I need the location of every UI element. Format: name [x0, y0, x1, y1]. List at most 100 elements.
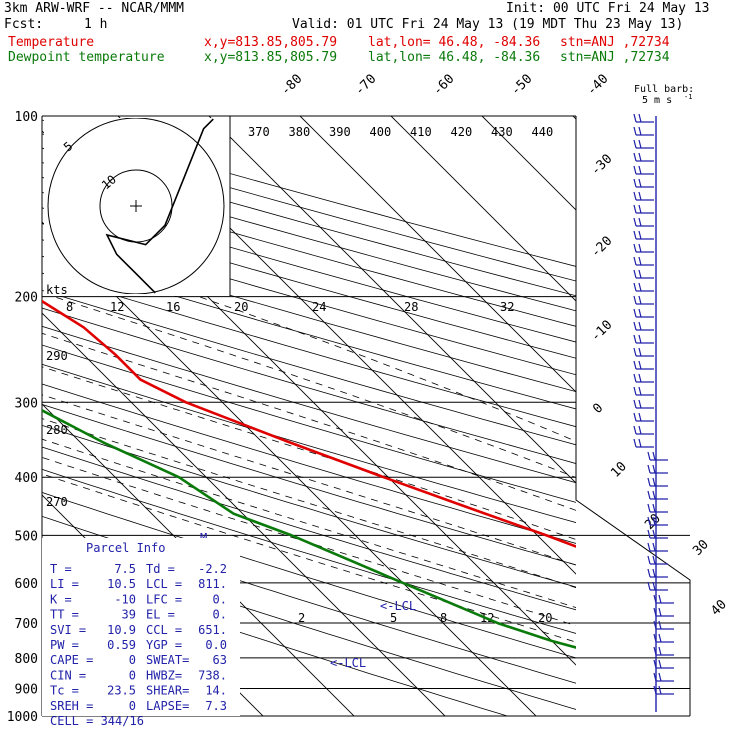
wind-barb-flag: [647, 451, 651, 461]
wind-barb-flag: [652, 451, 656, 461]
wind-barb-flag: [638, 152, 642, 162]
theta-label: 440: [532, 125, 554, 139]
isotherm-label: -80: [278, 72, 305, 99]
parcel-key: CAPE =: [50, 653, 93, 667]
wind-barb-flag: [638, 412, 642, 422]
wind-barb-flag: [653, 607, 657, 617]
dry-adiabat-line: [42, 446, 576, 611]
wind-barb-flag: [638, 373, 642, 383]
lcl-marker: <-LCL: [330, 656, 366, 670]
parcel-key: LFC =: [146, 592, 182, 606]
isotherm-label: 10: [608, 459, 630, 481]
moist-adiabat-line: [42, 366, 576, 540]
wind-barb-flag: [652, 516, 656, 526]
wind-barb-flag: [658, 620, 662, 630]
isotherm-label: 30: [690, 537, 712, 559]
wind-barb-flag: [633, 347, 637, 357]
theta-label: 270: [46, 495, 68, 509]
wind-barb-flag: [638, 139, 642, 149]
wind-barb-flag: [638, 217, 642, 227]
wind-barb-flag: [633, 295, 637, 305]
wind-barb-flag: [653, 659, 657, 669]
wind-barb-flag: [658, 659, 662, 669]
init-time: Init: 00 UTC Fri 24 May 13: [506, 1, 710, 16]
pressure-label: 900: [15, 683, 38, 698]
wind-barb-flag: [633, 282, 637, 292]
wind-barb-flag: [638, 334, 642, 344]
wind-barb-flag: [652, 464, 656, 474]
isotherm-line: [42, 312, 446, 716]
wind-barb-flag: [633, 373, 637, 383]
moist-adiabat-line: [42, 332, 576, 511]
parcel-key: EL =: [146, 608, 175, 622]
wind-barb-flag: [652, 555, 656, 565]
wind-barb-flag: [658, 672, 662, 682]
parcel-key: CIN =: [50, 668, 86, 682]
wind-barb-flag: [633, 399, 637, 409]
parcel-key: SHEAR=: [146, 684, 189, 698]
parcel-value: 23.5: [107, 684, 136, 698]
isotherm-label: -10: [588, 318, 615, 345]
wind-barb-flag: [653, 685, 657, 695]
wind-barb-flag: [633, 386, 637, 396]
parcel-value: -2.2: [198, 562, 227, 576]
wind-barb-flag: [647, 568, 651, 578]
parcel-value: 7.5: [114, 562, 136, 576]
isotherm-label: -20: [588, 234, 615, 261]
parcel-value: 0.59: [107, 638, 136, 652]
parcel-key: YGP =: [146, 638, 182, 652]
dry-adiabat-line: [42, 255, 576, 410]
wind-barb-flag: [633, 113, 637, 123]
pressure-label: 700: [15, 617, 38, 632]
wind-barb-flag: [638, 321, 642, 331]
lcl-marker: <-LCL: [380, 599, 416, 613]
wind-barb-flag: [652, 529, 656, 539]
wind-barb-flag: [633, 321, 637, 331]
isotherm-label: 40: [708, 597, 730, 619]
wind-barb-flag: [638, 243, 642, 253]
wind-barb-flag: [633, 334, 637, 344]
dry-adiabat-line: [42, 468, 576, 634]
dry-adiabat-line: [42, 289, 576, 446]
dry-adiabat-line: [42, 492, 576, 659]
isotherm-line: [42, 403, 355, 716]
dry-adiabat-line: [42, 239, 576, 393]
wind-barb-flag: [633, 243, 637, 253]
parcel-key: CCL =: [146, 623, 182, 637]
parcel-key: SWEAT=: [146, 653, 189, 667]
wind-barb-flag: [647, 464, 651, 474]
parcel-value: 0.: [213, 592, 227, 606]
hodograph-speed-label: 12: [110, 300, 124, 314]
wind-barb-flag: [647, 529, 651, 539]
pressure-label: 800: [15, 652, 38, 667]
barb-legend-exponent: -1: [684, 93, 692, 101]
wind-barb-flag: [653, 646, 657, 656]
wind-barb-flag: [638, 269, 642, 279]
wind-barb-flag: [638, 425, 642, 435]
isotherm-label: -50: [508, 72, 535, 99]
wind-barb-flag: [633, 412, 637, 422]
isotherm-line: [299, 116, 576, 393]
parcel-value: 811.: [198, 577, 227, 591]
wind-barb-flag: [647, 503, 651, 513]
parcel-value: 0: [129, 668, 136, 682]
dry-adiabat-line: [42, 344, 576, 503]
parcel-key: HWBZ=: [146, 668, 182, 682]
parcel-key: SVI =: [50, 623, 86, 637]
isotherm-label: -40: [584, 72, 611, 99]
wind-barb-flag: [658, 594, 662, 604]
parcel-value: 0: [129, 653, 136, 667]
moist-adiabat-line: [42, 394, 576, 566]
hodograph-speed-label: 32: [500, 300, 514, 314]
dewpoint-station: stn=ANJ ,72734: [560, 50, 670, 65]
wind-barb-flag: [658, 685, 662, 695]
parcel-cell: CELL = 344/16: [50, 714, 144, 728]
wind-barb-flag: [652, 477, 656, 487]
wind-barb-flag: [653, 594, 657, 604]
hodograph-speed-label: 24: [312, 300, 326, 314]
wind-barb-flag: [638, 282, 642, 292]
parcel-key: Tc =: [50, 684, 79, 698]
parcel-key: SREH =: [50, 699, 93, 713]
parcel-value: -10: [114, 592, 136, 606]
